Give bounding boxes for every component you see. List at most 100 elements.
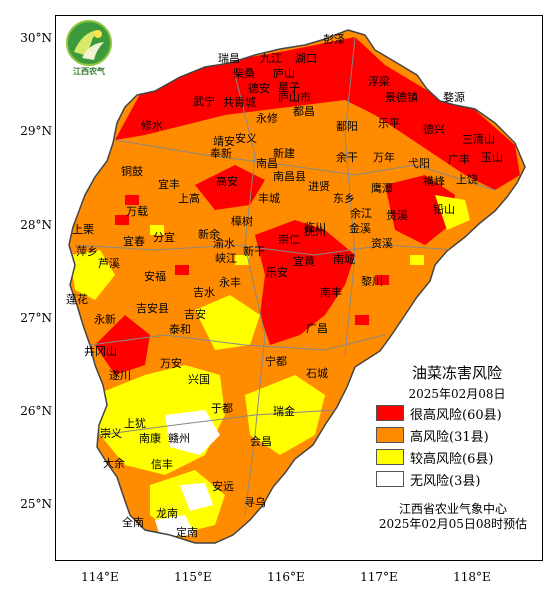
county-label: 万载 <box>126 205 148 218</box>
risk-speckle <box>175 265 189 275</box>
lon-label-114: 114°E <box>81 570 119 584</box>
lon-label-118: 118°E <box>453 570 491 584</box>
county-label: 柴桑 <box>233 67 255 80</box>
county-label: 东乡 <box>333 192 355 205</box>
high-swatch <box>376 427 404 443</box>
county-label: 永修 <box>256 112 278 125</box>
legend-item-very-high: 很高风险(60县) <box>376 402 542 424</box>
issue-time: 2025年02月05日08时预估 <box>378 517 528 531</box>
county-label: 九江 <box>260 52 282 65</box>
county-label: 遂川 <box>109 369 131 382</box>
county-label: 上高 <box>178 192 200 205</box>
county-label: 安福 <box>144 270 166 283</box>
lat-label-30: 30°N <box>20 31 52 45</box>
county-label: 上栗 <box>72 223 94 236</box>
risk-zone <box>180 483 213 511</box>
county-label: 万年 <box>373 151 395 164</box>
county-label: 南丰 <box>320 286 342 299</box>
county-label: 浮梁 <box>368 75 390 88</box>
legend-item-high: 高风险(31县) <box>376 424 542 446</box>
legend-label-none: 无风险(3县) <box>410 473 481 489</box>
county-label: 庐山市 <box>278 91 311 104</box>
county-label: 横峰 <box>423 175 445 188</box>
logo-text: 江西农气 <box>73 67 105 76</box>
city-boundary <box>99 409 336 436</box>
county-label: 芦溪 <box>98 257 120 270</box>
county-label: 泰和 <box>169 323 191 336</box>
risk-zone <box>245 375 325 455</box>
legend-label-high: 高风险(31县) <box>410 429 489 445</box>
county-label: 峡江 <box>215 252 237 265</box>
county-label: 星子 <box>278 81 300 94</box>
county-label: 三清山 <box>462 133 495 146</box>
county-label: 吉安县 <box>136 302 169 315</box>
county-label: 寻乌 <box>244 496 266 509</box>
province-boundary <box>68 29 526 544</box>
city-boundary <box>114 139 496 191</box>
county-label: 武宁 <box>193 95 215 108</box>
county-label: 鄱阳 <box>336 120 358 133</box>
lat-label-25: 25°N <box>20 497 52 511</box>
county-label: 永丰 <box>219 276 241 289</box>
county-label: 贵溪 <box>386 209 408 222</box>
county-label: 会昌 <box>250 435 272 448</box>
city-boundary <box>74 244 456 256</box>
lat-label-27: 27°N <box>20 311 52 325</box>
county-label: 宜春 <box>123 235 145 248</box>
county-label: 抚州 <box>304 225 326 238</box>
lon-label-116: 116°E <box>267 570 305 584</box>
issuer-org: 江西省农业气象中心 <box>398 502 507 516</box>
county-label: 乐安 <box>266 266 288 279</box>
county-label: 铜鼓 <box>121 165 143 178</box>
county-label: 乐平 <box>378 117 400 130</box>
county-label: 南昌 <box>256 157 278 170</box>
county-label: 德兴 <box>423 123 445 136</box>
county-label: 新干 <box>243 245 265 258</box>
county-label: 定南 <box>176 526 198 539</box>
county-label: 大余 <box>103 457 125 470</box>
risk-speckle <box>375 275 389 285</box>
risk-speckle <box>150 225 164 235</box>
county-label: 萍乡 <box>76 245 98 258</box>
county-label: 临川 <box>304 221 326 234</box>
risk-zone <box>285 470 330 515</box>
county-label: 都昌 <box>293 105 315 118</box>
issuer-footer: 江西省农业气象中心 2025年02月05日08时预估 <box>364 502 542 532</box>
very-high-swatch <box>376 405 404 421</box>
county-label: 景德镇 <box>385 91 418 104</box>
county-label: 瑞昌 <box>218 52 240 65</box>
county-label: 广丰 <box>448 153 470 166</box>
risk-speckle <box>235 255 249 265</box>
risk-zone <box>195 165 265 210</box>
county-label: 共青城 <box>223 96 256 109</box>
county-label: 宜黄 <box>293 255 315 268</box>
city-boundary <box>344 36 356 356</box>
county-label: 余干 <box>336 151 358 164</box>
county-label: 南康 <box>139 432 161 445</box>
county-label: 安远 <box>212 480 234 493</box>
county-label: 婺源 <box>443 91 465 104</box>
county-label: 铅山 <box>433 203 455 216</box>
county-label: 赣州 <box>168 432 190 445</box>
legend: 油菜冻害风险 2025年02月08日 很高风险(60县) 高风险(31县) 较高… <box>372 362 542 490</box>
county-label: 南城 <box>333 253 355 266</box>
county-label: 高安 <box>216 175 238 188</box>
county-label: 奉新 <box>210 147 232 160</box>
county-label: 丰城 <box>258 192 280 205</box>
county-label: 新余 <box>198 228 220 241</box>
risk-zone <box>435 195 470 230</box>
county-label: 上犹 <box>124 417 146 430</box>
risk-map <box>68 29 526 544</box>
county-label: 金溪 <box>349 222 371 235</box>
county-label: 安义 <box>235 132 257 145</box>
county-label: 黎川 <box>361 275 383 288</box>
county-label: 靖安 <box>213 135 235 148</box>
risk-zone <box>95 315 150 375</box>
risk-speckle <box>115 215 129 225</box>
county-label: 鹰潭 <box>371 182 393 195</box>
legend-item-moderate: 较高风险(6县) <box>376 446 542 468</box>
county-label: 渝水 <box>213 237 235 250</box>
lat-label-26: 26°N <box>20 404 52 418</box>
risk-speckle <box>345 445 359 455</box>
moderate-swatch <box>376 449 404 465</box>
